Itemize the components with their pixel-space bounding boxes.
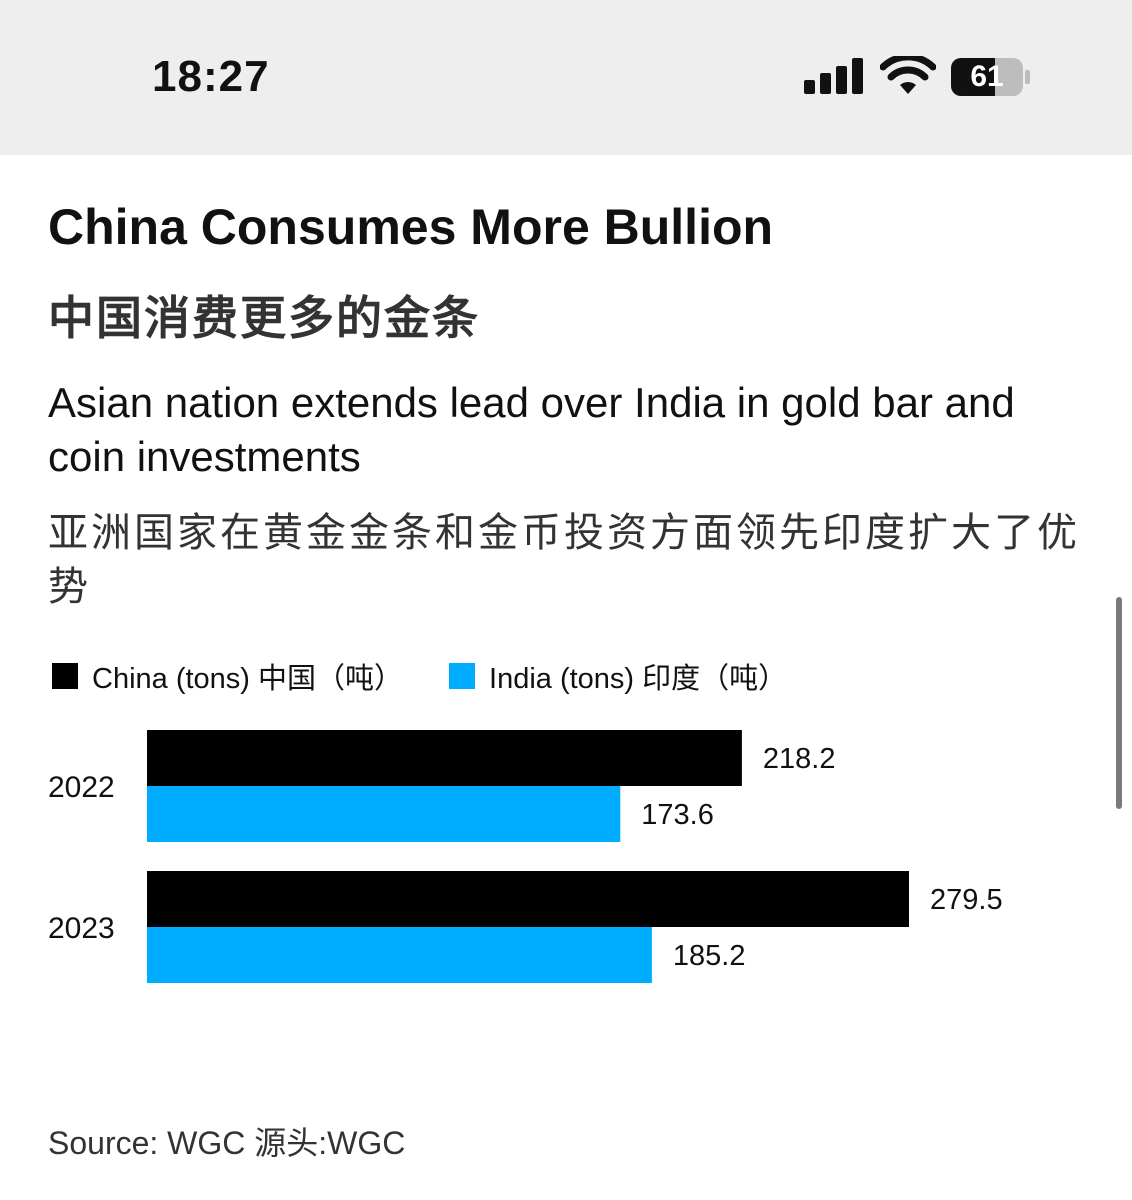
- bar-china-2023: [147, 871, 909, 927]
- bar-india-2023: [147, 927, 652, 983]
- data-label-india-2023: 185.2: [673, 940, 746, 972]
- bar-india-2022: [147, 786, 621, 842]
- data-label-china-2023: 279.5: [930, 884, 1003, 916]
- chart-legend: China (tons) 中国（吨） India (tons) 印度（吨）: [52, 656, 833, 696]
- status-time: 18:27: [152, 52, 270, 101]
- category-label-2022: 2022: [48, 771, 115, 804]
- chart-title: China Consumes More Bullion: [48, 199, 774, 255]
- chart-subtitle: Asian nation extends lead over India in …: [48, 379, 1015, 480]
- chart-title-zh: 中国消费更多的金条: [48, 292, 480, 344]
- legend-item-india: India (tons) 印度（吨）: [449, 655, 787, 697]
- legend-swatch-china: [52, 663, 78, 689]
- battery-level: 61: [970, 60, 1004, 93]
- legend-label-india: India (tons) 印度（吨）: [489, 663, 788, 695]
- category-label-2023: 2023: [48, 912, 115, 945]
- battery-icon: [951, 58, 1030, 96]
- data-label-india-2022: 173.6: [641, 799, 714, 831]
- data-label-china-2022: 218.2: [763, 743, 836, 775]
- chart-subtitle-zh: 亚洲国家在黄金金条和金币投资方面领先印度扩大了优势: [48, 511, 1080, 609]
- status-bar: 18:27 61: [0, 0, 1132, 155]
- bar-chart: 2022 218.2 173.6 2023 279.5 185.2: [48, 730, 1003, 983]
- wifi-icon: [880, 56, 936, 94]
- legend-swatch-india: [449, 663, 476, 689]
- scrollbar[interactable]: [1116, 597, 1122, 809]
- chart-source: Source: WGC 源头:WGC: [48, 1125, 406, 1161]
- legend-item-china: China (tons) 中国（吨）: [52, 655, 403, 697]
- signal-bars-icon: [804, 58, 863, 94]
- bar-china-2022: [147, 730, 742, 786]
- legend-label-china: China (tons) 中国（吨）: [92, 663, 404, 695]
